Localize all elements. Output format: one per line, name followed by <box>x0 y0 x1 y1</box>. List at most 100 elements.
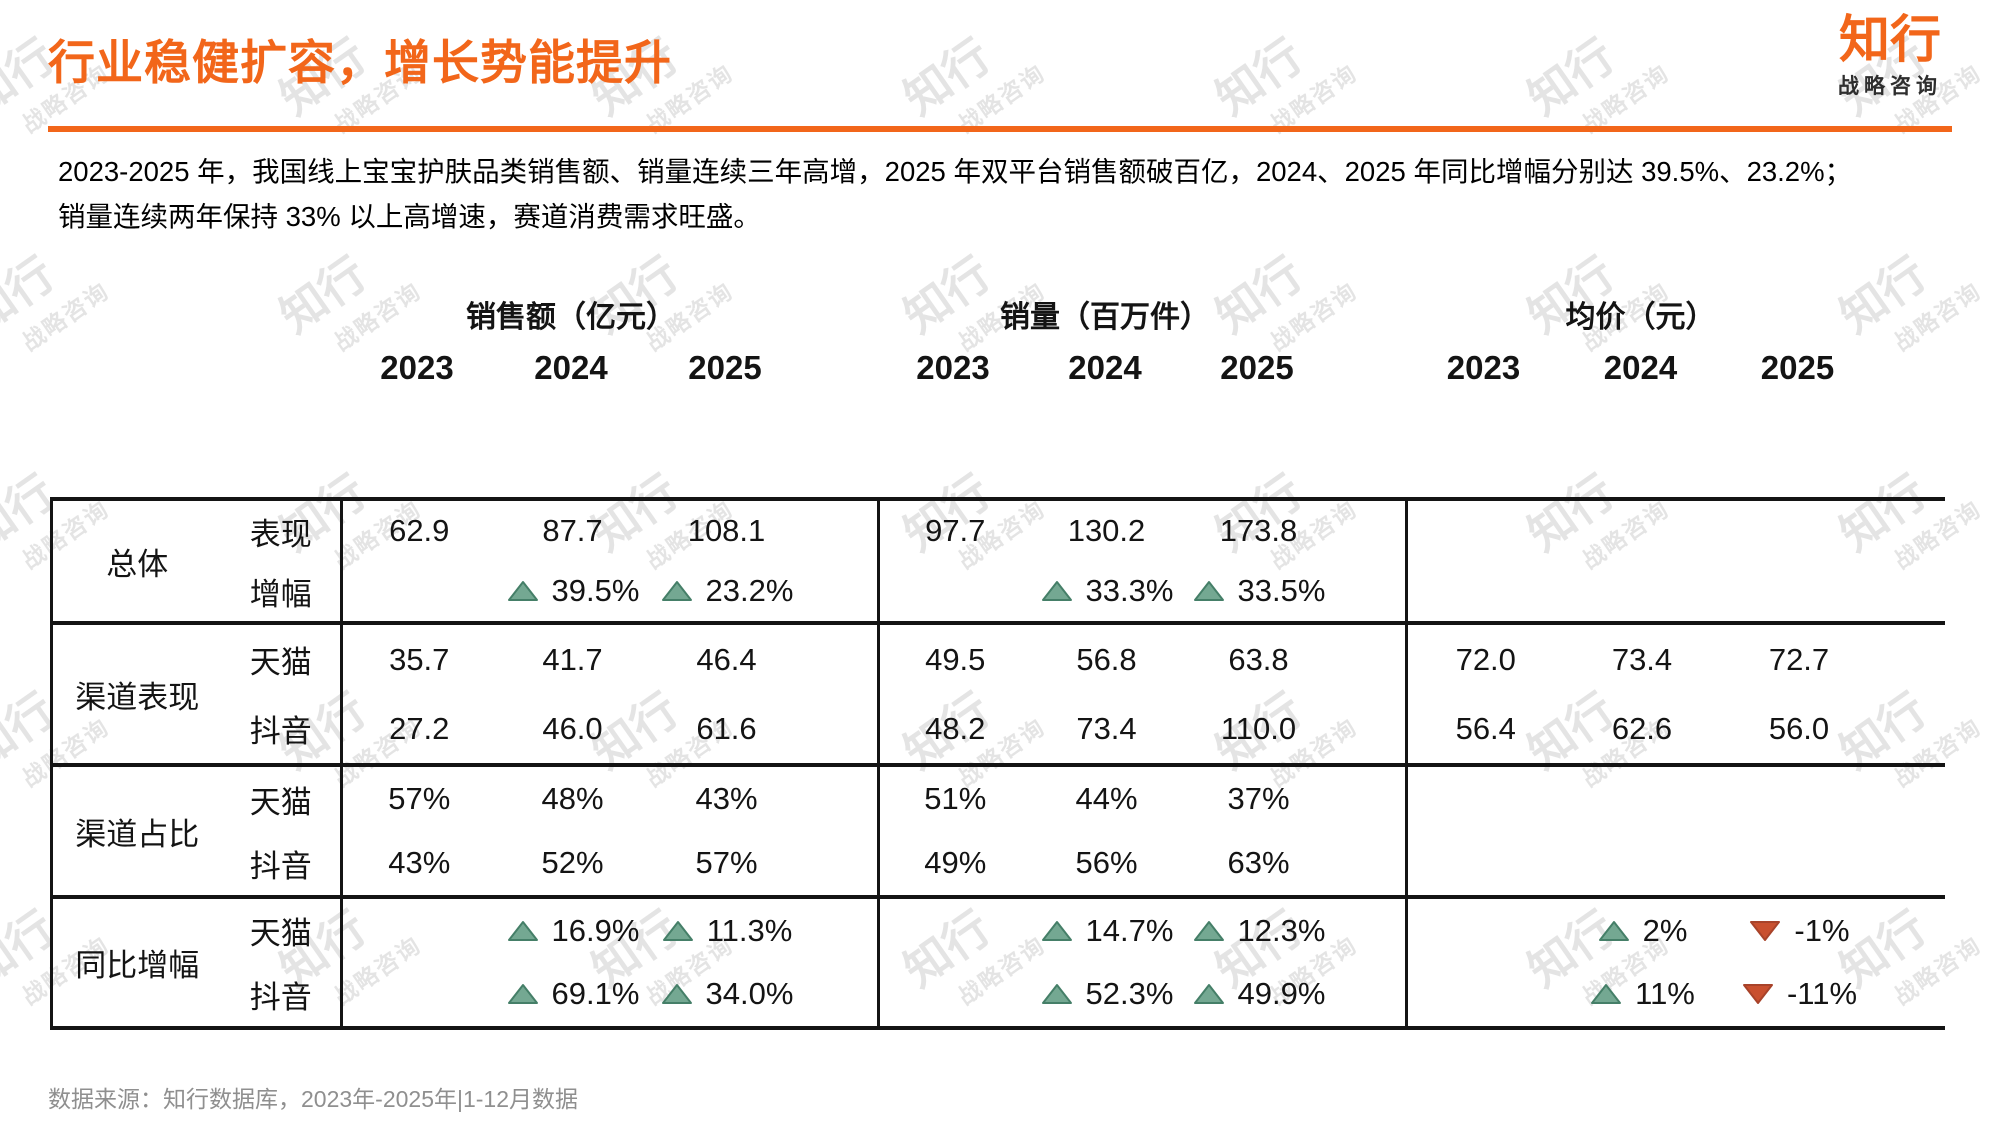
table-cell: 46.4 <box>696 641 757 677</box>
table-cell: 48% <box>541 781 604 816</box>
table-row: 同比增幅 天猫 16.9% 11.3% 14.7% 12.3% 2% -1% <box>51 897 1945 1030</box>
cell-value: 69.1% <box>551 976 640 1011</box>
table-cell: 34.0% <box>649 962 804 1030</box>
spacer-cell <box>803 962 879 1030</box>
up-triangle-icon <box>1193 920 1224 941</box>
table-cell <box>1405 897 1564 962</box>
cell-value: 52.3% <box>1085 976 1174 1011</box>
table-cell: 37% <box>1227 781 1290 816</box>
table-cell: 56% <box>1030 831 1183 899</box>
spacer-cell <box>804 765 879 831</box>
spacer-cell <box>1878 765 1945 831</box>
table-cell <box>1721 765 1878 831</box>
spacer-cell <box>1877 962 1945 1030</box>
up-triangle-icon <box>1591 984 1622 1004</box>
row-group-label: 同比增幅 <box>51 897 222 1030</box>
spacer-cell <box>1334 694 1407 767</box>
table-cell: 2% <box>1564 897 1721 962</box>
up-triangle-icon <box>662 920 693 941</box>
row-sub-label: 天猫 <box>249 645 312 680</box>
up-triangle-icon <box>1193 984 1224 1004</box>
table-row: 渠道表现 天猫 35.7 41.7 46.4 49.5 56.8 63.8 72.0 73.4 72… <box>51 623 1945 767</box>
column-group-title: 均价（元） <box>1565 301 1716 334</box>
table-cell: 49.5 <box>877 623 1031 694</box>
table-cell: 72.0 <box>1405 623 1564 694</box>
summary-line-1: 2023-2025 年，我国线上宝宝护肤品类销售额、销量连续三年高增，2025 … <box>58 156 1853 187</box>
table-cell: 23.2% <box>649 561 804 625</box>
summary-text: 2023-2025 年，我国线上宝宝护肤品类销售额、销量连续三年高增，2025 … <box>58 149 1852 239</box>
logo-text: 知行 <box>1838 11 1941 68</box>
year-header-spacer <box>1333 344 1405 392</box>
table-cell: 43% <box>340 831 496 899</box>
spacer-cell <box>1877 694 1945 767</box>
watermark: 知行 战略咨询 <box>894 29 1050 138</box>
row-sub-label: 抖音 <box>221 831 342 899</box>
up-triangle-icon <box>1041 920 1072 941</box>
spacer-cell <box>1878 499 1945 561</box>
up-triangle-icon <box>507 581 538 601</box>
table-cell: 16.9% <box>496 897 650 962</box>
table-row: 抖音 43% 52% 57% 49% 56% 63% <box>52 831 1945 899</box>
year-header-spacer <box>1876 344 1943 392</box>
down-triangle-icon <box>1742 984 1773 1004</box>
table-cell: 33.3% <box>1030 561 1183 625</box>
up-triangle-icon <box>661 984 692 1004</box>
table-cell <box>1405 962 1564 1030</box>
cell-value: 33.3% <box>1085 573 1174 608</box>
table-cell <box>1405 499 1564 561</box>
table-cell: 51% <box>877 765 1031 831</box>
table-cell <box>340 897 496 962</box>
row-group-label: 渠道表现 <box>51 623 222 767</box>
table-cell: 69.1% <box>495 962 650 1030</box>
spacer-cell <box>1877 831 1945 899</box>
table-cell: -11% <box>1720 962 1878 1030</box>
cell-value: 16.9% <box>551 912 640 948</box>
table-cell: 73.4 <box>1030 694 1183 767</box>
table-cell: 62.6 <box>1563 694 1721 767</box>
watermark: 知行 战略咨询 <box>0 247 114 356</box>
table-cell: 27.2 <box>340 694 496 767</box>
cell-value: 2% <box>1642 912 1688 948</box>
year-header: 2023 <box>1446 349 1521 386</box>
cell-value: 11.3% <box>706 912 793 948</box>
cell-value: -11% <box>1786 976 1858 1011</box>
year-header: 2023 <box>380 349 454 386</box>
table-cell <box>1720 561 1878 625</box>
spacer-cell <box>1335 765 1407 831</box>
table-cell <box>1563 561 1721 625</box>
row-sub-label: 天猫 <box>249 916 312 951</box>
table-cell <box>1564 765 1721 831</box>
table-cell: 130.2 <box>1067 513 1146 548</box>
table-cell: 97.7 <box>877 499 1031 561</box>
table-cell: 43% <box>695 781 758 816</box>
table-cell: 61.6 <box>649 694 804 767</box>
table-row: 抖音 27.2 46.0 61.6 48.2 73.4 110.0 56.4 62.6 56.0 <box>52 694 1945 767</box>
spacer-cell <box>1878 897 1945 962</box>
table-cell: 52% <box>495 831 650 899</box>
spacer-cell <box>804 897 879 962</box>
year-header: 2023 <box>916 349 990 386</box>
cell-value: 34.0% <box>705 976 794 1011</box>
watermark: 知行 战略咨询 <box>1518 29 1674 138</box>
row-group-label: 总体 <box>51 499 222 625</box>
column-group-title: 销量（百万件） <box>1000 301 1210 334</box>
spacer-cell <box>1877 561 1945 625</box>
row-sub-label: 抖音 <box>221 962 342 1030</box>
table-cell: 72.7 <box>1768 641 1830 677</box>
row-group-label: 渠道占比 <box>51 765 222 899</box>
table-cell: 110.0 <box>1182 694 1335 767</box>
table-cell: 44% <box>1075 781 1138 816</box>
table-cell: 63% <box>1182 831 1335 899</box>
table-cell: 87.7 <box>542 513 603 548</box>
table-cell: 56.8 <box>1076 641 1137 677</box>
data-table: 总体 表现 62.9 87.7 108.1 97.7 130.2 173.8 增幅 39.5% 23… <box>50 497 1945 1030</box>
table-cell: 73.4 <box>1611 641 1673 677</box>
table-cell <box>877 897 1031 962</box>
spacer-cell <box>804 499 879 561</box>
table-cell <box>1405 831 1564 899</box>
cell-value: 14.7% <box>1085 912 1174 948</box>
cell-value: 11% <box>1635 976 1695 1011</box>
table-cell: 46.0 <box>495 694 650 767</box>
row-sub-label: 抖音 <box>221 694 342 767</box>
table-cell: 52.3% <box>1030 962 1183 1030</box>
